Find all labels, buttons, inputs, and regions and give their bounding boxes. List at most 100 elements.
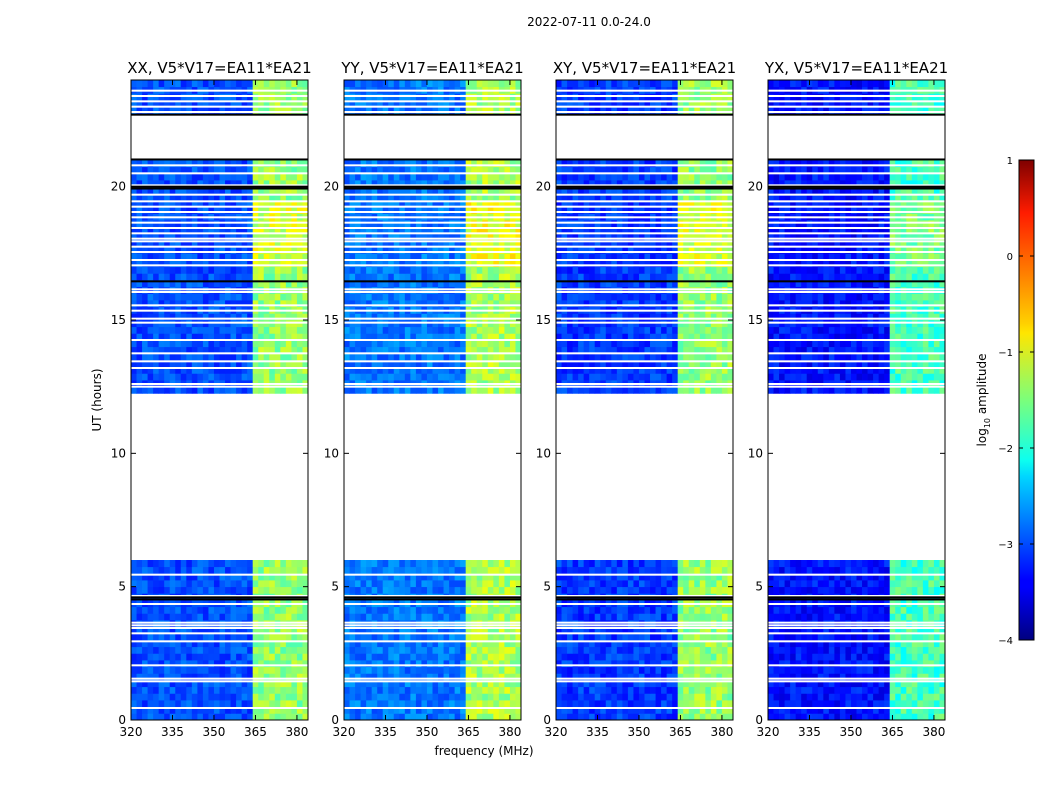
- heatmap-cell: [360, 280, 367, 288]
- heatmap-cell: [291, 606, 298, 614]
- heatmap-cell: [644, 586, 651, 594]
- heatmap-cell: [438, 586, 444, 594]
- heatmap-cell: [377, 373, 384, 381]
- heatmap-cell: [493, 666, 500, 674]
- heatmap-cell: [432, 266, 439, 274]
- heatmap-cell: [561, 566, 568, 574]
- heatmap-cell: [382, 386, 389, 394]
- heatmap-cell: [683, 633, 690, 641]
- heatmap-cell: [280, 633, 287, 641]
- heatmap-cell: [164, 653, 171, 661]
- heatmap-cell: [175, 680, 182, 688]
- heatmap-cell: [296, 233, 303, 241]
- heatmap-cell: [142, 693, 148, 701]
- heatmap-cell: [136, 273, 143, 281]
- heatmap-cell: [258, 106, 265, 114]
- heatmap-cell: [509, 566, 516, 574]
- heatmap-cell: [465, 246, 472, 254]
- heatmap-cell: [443, 566, 450, 574]
- heatmap-cell: [426, 693, 433, 701]
- heatmap-cell: [638, 700, 645, 708]
- heatmap-cell: [572, 680, 579, 688]
- heatmap-cell: [482, 233, 489, 241]
- heatmap-cell: [230, 613, 237, 621]
- heatmap-cell: [421, 200, 428, 208]
- heatmap-cell: [366, 686, 373, 694]
- heatmap-cell: [393, 226, 400, 234]
- heatmap-cell: [349, 360, 356, 368]
- heatmap-cell: [449, 580, 456, 588]
- heatmap-cell: [247, 666, 254, 674]
- heatmap-cell: [699, 640, 706, 648]
- heatmap-cell: [644, 580, 651, 588]
- heatmap-cell: [169, 640, 176, 648]
- heatmap-cell: [213, 680, 220, 688]
- heatmap-cell: [247, 660, 254, 668]
- heatmap-cell: [471, 206, 478, 214]
- heatmap-cell: [296, 373, 303, 381]
- heatmap-cell: [164, 386, 171, 394]
- flagged-row: [344, 304, 521, 307]
- heatmap-cell: [142, 386, 148, 394]
- heatmap-cell: [482, 673, 489, 681]
- heatmap-cell: [371, 300, 378, 308]
- heatmap-cell: [153, 266, 160, 274]
- heatmap-cell: [616, 660, 623, 668]
- heatmap-cell: [241, 80, 248, 88]
- heatmap-cell: [371, 246, 378, 254]
- heatmap-cell: [443, 246, 450, 254]
- heatmap-cell: [515, 346, 522, 354]
- heatmap-cell: [175, 100, 182, 108]
- heatmap-cell: [147, 206, 154, 214]
- heatmap-cell: [186, 193, 193, 201]
- heatmap-cell: [208, 633, 215, 641]
- heatmap-cell: [252, 106, 259, 114]
- heatmap-cell: [627, 700, 634, 708]
- heatmap-cell: [594, 653, 601, 661]
- heatmap-cell: [241, 180, 248, 188]
- heatmap-cell: [186, 680, 193, 688]
- flagged-row: [131, 259, 308, 261]
- heatmap-cell: [421, 346, 428, 354]
- heatmap-cell: [415, 166, 422, 174]
- heatmap-cell: [153, 373, 160, 381]
- heatmap-cell: [360, 266, 367, 274]
- heatmap-cell: [258, 266, 265, 274]
- heatmap-cell: [493, 326, 500, 334]
- heatmap-cell: [683, 660, 690, 668]
- heatmap-cell: [208, 233, 215, 241]
- heatmap-cell: [482, 333, 489, 341]
- heatmap-cell: [454, 326, 461, 334]
- heatmap-cell: [567, 673, 573, 681]
- heatmap-cell: [509, 193, 516, 201]
- heatmap-cell: [388, 240, 395, 248]
- heatmap-cell: [186, 693, 193, 701]
- heatmap-cell: [460, 653, 467, 661]
- heatmap-cell: [454, 566, 461, 574]
- heatmap-cell: [258, 206, 265, 214]
- heatmap-cell: [269, 353, 276, 361]
- heatmap-cell: [213, 706, 220, 714]
- heatmap-cell: [169, 273, 176, 281]
- heatmap-cell: [131, 573, 137, 581]
- heatmap-cell: [504, 173, 511, 181]
- heatmap-cell: [410, 180, 417, 188]
- heatmap-cell: [355, 80, 361, 88]
- flagged-row: [131, 89, 308, 92]
- heatmap-cell: [677, 640, 684, 648]
- flagged-row: [131, 251, 308, 253]
- heatmap-cell: [371, 673, 378, 681]
- heatmap-cell: [594, 680, 601, 688]
- heatmap-cell: [285, 226, 292, 234]
- heatmap-cell: [147, 666, 154, 674]
- heatmap-cell: [404, 280, 411, 288]
- heatmap-cell: [208, 586, 215, 594]
- heatmap-cell: [454, 680, 461, 688]
- heatmap-cell: [493, 646, 500, 654]
- heatmap-cell: [415, 173, 422, 181]
- heatmap-cell: [393, 613, 400, 621]
- heatmap-cell: [236, 666, 243, 674]
- heatmap-cell: [355, 646, 361, 654]
- heatmap-cell: [355, 573, 361, 581]
- heatmap-cell: [476, 186, 483, 194]
